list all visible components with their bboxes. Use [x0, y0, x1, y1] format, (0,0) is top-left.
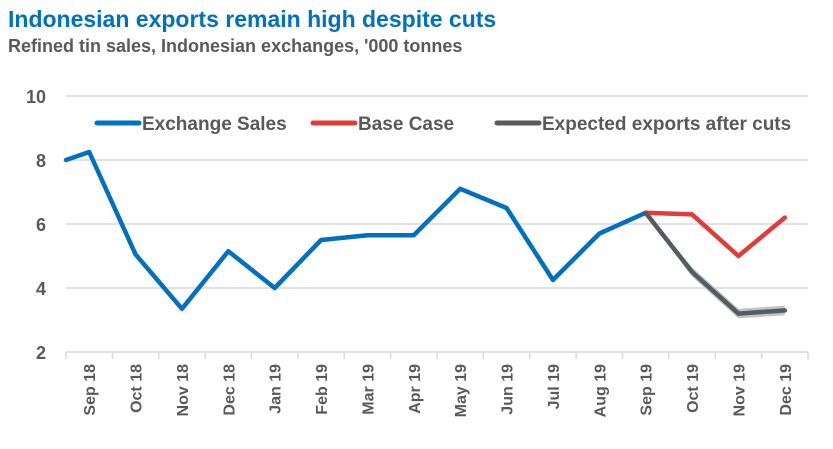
legend-label: Base Case	[358, 114, 454, 135]
legend-label: Exchange Sales	[142, 114, 287, 135]
x-tick-label: Nov 19	[731, 364, 748, 417]
uncertainty-band	[645, 212, 785, 319]
y-tick-label: 8	[36, 151, 46, 171]
y-tick-label: 4	[36, 279, 46, 299]
x-tick-label: Mar 19	[360, 364, 377, 415]
series-line-2	[643, 210, 788, 316]
series-line-1	[643, 210, 788, 259]
x-tick-label: Oct 18	[129, 364, 146, 413]
x-tick-label: Jan 19	[268, 364, 285, 414]
x-tick-label: Oct 19	[685, 364, 702, 413]
x-tick-label: Jun 19	[500, 364, 517, 415]
chart-subtitle: Refined tin sales, Indonesian exchanges,…	[8, 36, 463, 56]
x-tick-label: Dec 19	[778, 364, 795, 416]
chart-title: Indonesian exports remain high despite c…	[8, 6, 497, 32]
x-tick-label: Dec 18	[221, 364, 238, 416]
x-tick-label: Apr 19	[407, 364, 424, 414]
y-tick-label: 2	[36, 343, 46, 363]
series-line-0	[63, 149, 648, 312]
x-tick-label: Feb 19	[314, 364, 331, 415]
legend-label: Expected exports after cuts	[542, 114, 791, 135]
x-tick-label: Sep 18	[82, 364, 99, 416]
x-tick-label: Nov 18	[175, 364, 192, 417]
y-tick-label: 10	[26, 87, 46, 107]
x-tick-label: Jul 19	[546, 364, 563, 409]
x-tick-label: May 19	[453, 364, 470, 417]
y-tick-label: 6	[36, 215, 46, 235]
x-tick-label: Aug 19	[592, 364, 609, 417]
x-tick-label: Sep 19	[639, 364, 656, 416]
